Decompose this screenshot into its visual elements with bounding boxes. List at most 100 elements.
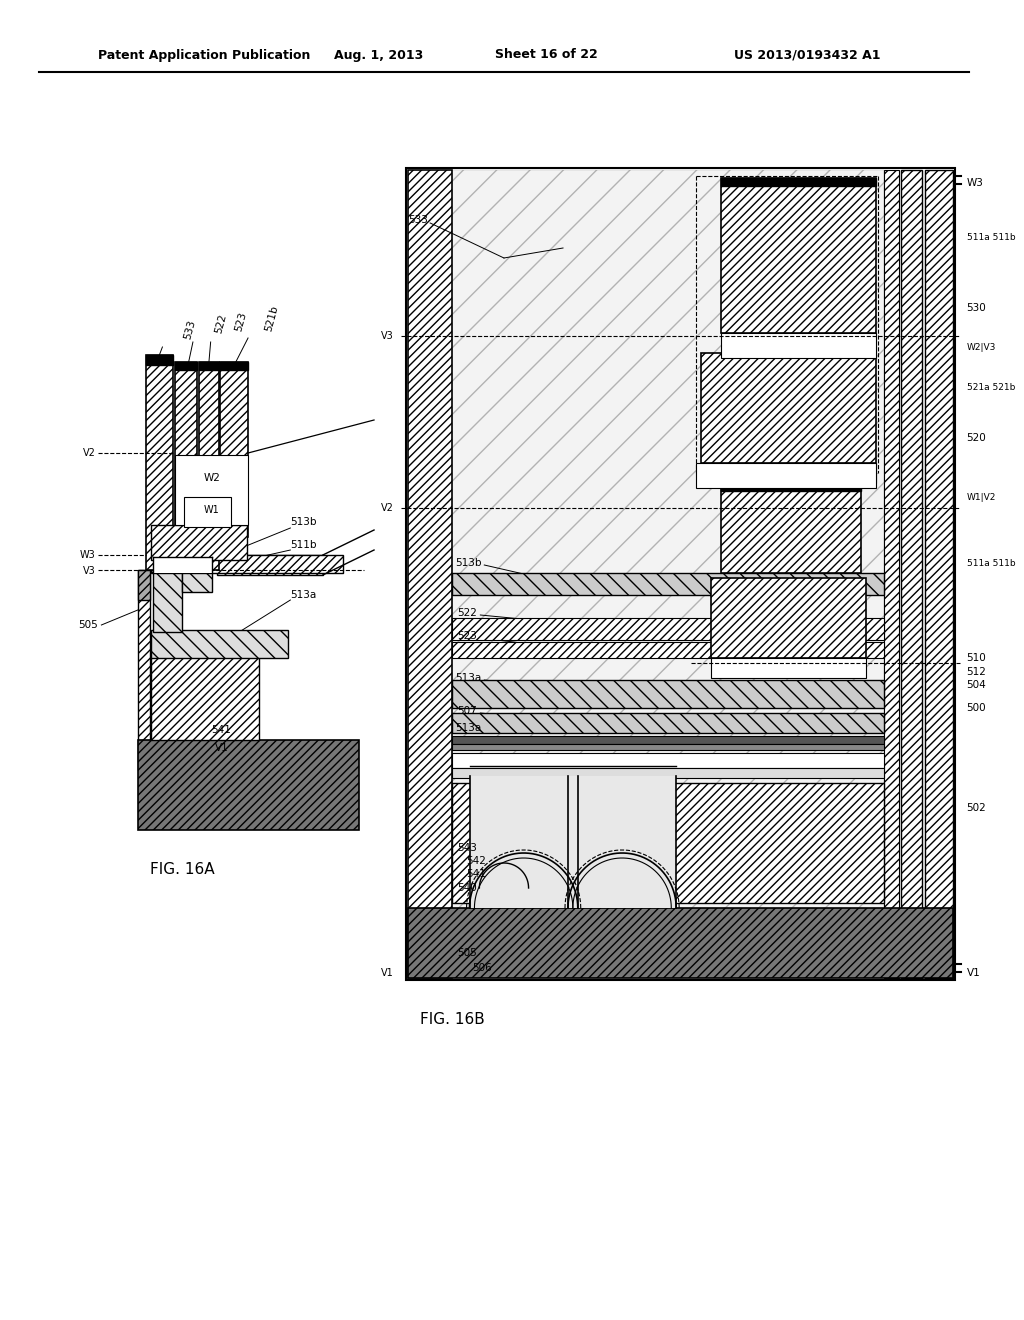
Text: 523: 523 [457, 631, 476, 642]
Text: 512: 512 [967, 667, 986, 677]
Bar [175, 455, 248, 525]
Bar [145, 355, 173, 366]
Text: W1|V2: W1|V2 [967, 494, 996, 503]
Bar [184, 498, 231, 527]
Bar [175, 362, 197, 370]
Text: 521a 521b: 521a 521b [967, 384, 1015, 392]
Text: 511a 511b: 511a 511b [967, 234, 1015, 243]
Text: 543: 543 [457, 843, 476, 853]
Bar [700, 352, 876, 463]
Bar [696, 463, 876, 488]
Text: 541: 541 [212, 725, 231, 735]
Bar [700, 463, 876, 483]
Bar [452, 680, 884, 708]
Bar [220, 362, 248, 370]
Text: V2: V2 [83, 447, 95, 458]
Text: 540: 540 [457, 883, 476, 894]
Bar [884, 170, 899, 978]
Bar [182, 562, 212, 591]
Text: 541: 541 [467, 869, 486, 879]
Bar [145, 355, 173, 570]
Text: 513b: 513b [291, 517, 316, 527]
Bar [452, 783, 884, 903]
Bar [151, 554, 343, 573]
Text: W3: W3 [967, 178, 983, 187]
Bar [175, 362, 197, 570]
Bar [721, 178, 876, 186]
Text: 533: 533 [182, 319, 197, 341]
Bar [138, 741, 359, 830]
Text: 521b: 521b [264, 304, 281, 333]
Bar [470, 776, 578, 908]
Text: W1: W1 [204, 506, 219, 515]
Bar [153, 558, 212, 573]
Text: 513a: 513a [455, 673, 481, 682]
Text: US 2013/0193432 A1: US 2013/0193432 A1 [734, 49, 881, 62]
Bar [199, 362, 218, 570]
Text: V1: V1 [381, 968, 393, 978]
Text: FIG. 16A: FIG. 16A [150, 862, 214, 878]
Text: 511b: 511b [291, 540, 316, 550]
Bar [452, 737, 884, 744]
Text: 502: 502 [967, 803, 986, 813]
Bar [711, 578, 866, 657]
Bar [220, 362, 248, 537]
Text: 523: 523 [233, 312, 248, 333]
Text: 504: 504 [967, 680, 986, 690]
Bar [711, 657, 866, 678]
Text: Sheet 16 of 22: Sheet 16 of 22 [495, 49, 598, 62]
Text: W2: W2 [203, 473, 220, 483]
Bar [452, 744, 884, 750]
Text: 533: 533 [409, 215, 428, 224]
Bar [926, 170, 952, 978]
Text: W2|V3: W2|V3 [967, 343, 996, 352]
Bar [721, 483, 861, 491]
Bar [452, 618, 884, 640]
Bar [452, 768, 884, 777]
Text: Patent Application Publication: Patent Application Publication [98, 49, 311, 62]
Bar [408, 908, 952, 978]
Text: 507: 507 [457, 706, 476, 715]
Text: 530: 530 [967, 304, 986, 313]
Bar [901, 170, 923, 978]
Text: V3: V3 [381, 331, 393, 341]
Text: 511a 511b: 511a 511b [967, 558, 1015, 568]
Text: V1: V1 [967, 968, 980, 978]
Text: 542: 542 [467, 855, 486, 866]
Text: 506: 506 [472, 964, 493, 973]
Bar [153, 570, 182, 632]
Bar [199, 362, 218, 370]
Bar [452, 573, 884, 595]
Bar [151, 525, 247, 560]
Text: W3: W3 [80, 550, 95, 560]
Text: 513a: 513a [291, 590, 316, 601]
Bar [138, 570, 150, 770]
Bar [721, 178, 876, 333]
Bar [721, 483, 861, 573]
Bar [138, 570, 150, 601]
Bar [216, 554, 323, 576]
Text: 505: 505 [79, 620, 98, 630]
Text: 520: 520 [967, 433, 986, 444]
Bar [452, 642, 884, 657]
Bar [452, 713, 884, 733]
Text: V2: V2 [381, 503, 393, 513]
Text: 513a: 513a [455, 723, 481, 733]
Text: 505: 505 [457, 948, 476, 958]
Text: V3: V3 [83, 566, 95, 576]
Bar [452, 170, 884, 978]
Bar [151, 630, 289, 657]
Text: 522: 522 [214, 313, 228, 335]
Bar [408, 170, 452, 978]
Text: FIG. 16B: FIG. 16B [421, 1012, 485, 1027]
Bar [721, 333, 876, 358]
Text: V1: V1 [215, 743, 228, 752]
Bar [452, 752, 884, 768]
Text: Aug. 1, 2013: Aug. 1, 2013 [334, 49, 424, 62]
Text: 510: 510 [967, 653, 986, 663]
Text: 500: 500 [967, 704, 986, 713]
Bar [568, 776, 676, 908]
Text: 522: 522 [457, 609, 476, 618]
Bar [408, 170, 952, 978]
Bar [151, 655, 259, 741]
